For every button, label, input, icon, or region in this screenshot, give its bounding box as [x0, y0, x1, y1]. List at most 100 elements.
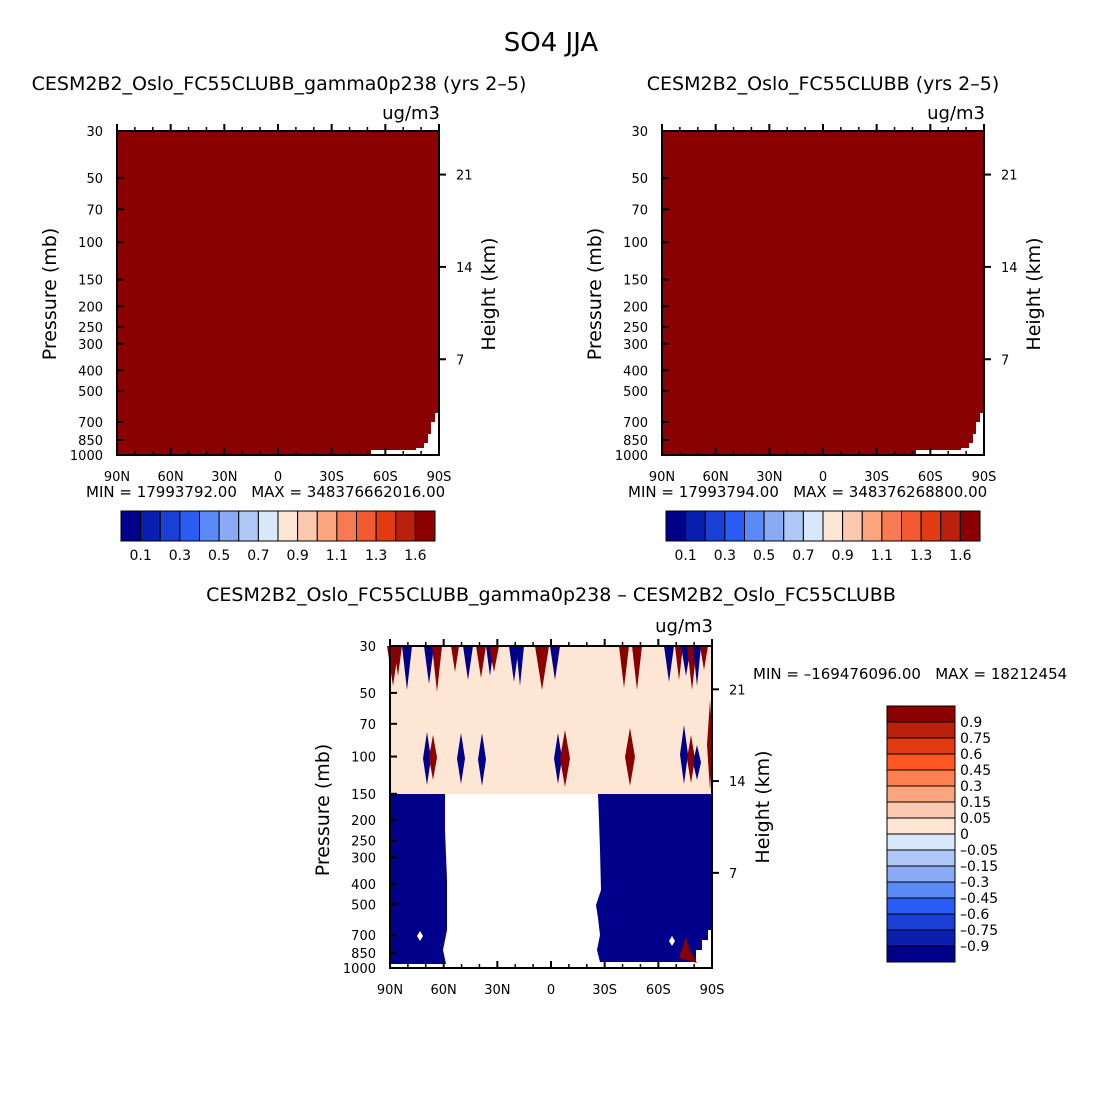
panel-diff-units: ug/m3 — [655, 616, 713, 637]
y-right-tick-label: 7 — [1001, 353, 1009, 368]
panel-right-title: CESM2B2_Oslo_FC55CLUBB (yrs 2–5) — [647, 73, 999, 95]
colorbar-label: 1.1 — [871, 548, 893, 564]
y-tick-label: 400 — [78, 364, 103, 379]
x-tick-label: 60N — [158, 470, 184, 485]
diff-negative-spike — [509, 646, 519, 682]
colorbar-label: 0.3 — [960, 779, 982, 795]
panel-right-ylabel: Pressure (mb) — [584, 228, 606, 361]
diff-positive-lens — [687, 735, 695, 783]
panel-left-ylabel: Pressure (mb) — [39, 228, 61, 361]
y-tick-label: 30 — [359, 640, 376, 655]
y-tick-label: 300 — [623, 338, 648, 353]
diff-gap — [669, 936, 675, 946]
y-tick-label: 300 — [351, 851, 376, 866]
diff-positive-spike — [700, 646, 708, 670]
colorbar-swatch — [886, 705, 956, 723]
colorbar-label: 0.7 — [247, 548, 269, 564]
diff-positive-lens — [625, 728, 635, 786]
diff-negative-spike — [516, 646, 524, 686]
x-tick-label: 30S — [864, 470, 889, 485]
diff-positive-spike — [476, 646, 486, 678]
panel-left: CESM2B2_Oslo_FC55CLUBB_gamma0p238 (yrs 2… — [32, 73, 527, 564]
y-tick-label: 150 — [78, 274, 103, 289]
panel-diff-xaxis: 90N 60N 30N 0 30S 60S 90S — [377, 639, 724, 998]
colorbar-swatch — [886, 945, 956, 963]
diff-positive-feature — [679, 937, 697, 963]
colorbar-label: 0.9 — [831, 548, 853, 564]
colorbar-swatch — [940, 510, 961, 542]
panel-right-stats: MIN = 17993794.00 MAX = 348376268800.00 — [628, 483, 987, 501]
y-tick-label: 400 — [351, 878, 376, 893]
diff-positive-lens — [560, 730, 570, 787]
panel-left-title: CESM2B2_Oslo_FC55CLUBB_gamma0p238 (yrs 2… — [32, 73, 527, 95]
y-tick-label: 700 — [623, 416, 648, 431]
y-tick-label: 100 — [78, 236, 103, 251]
diff-positive-lens — [429, 735, 437, 780]
diff-positive-spike — [489, 646, 499, 672]
colorbar-swatch — [724, 510, 745, 542]
colorbar-label: 1.3 — [910, 548, 932, 564]
colorbar-swatch — [120, 510, 142, 542]
colorbar-label: 0.1 — [674, 548, 696, 564]
x-tick-label: 60N — [431, 983, 457, 998]
x-tick-label: 90N — [377, 983, 403, 998]
diff-negative-spike — [424, 646, 434, 684]
y-tick-label: 30 — [631, 125, 648, 140]
diff-positive-spike — [451, 646, 459, 672]
colorbar-swatch — [881, 510, 902, 542]
colorbar-swatch — [218, 510, 240, 542]
colorbar-label: 1.3 — [365, 548, 387, 564]
colorbar-swatch — [414, 510, 436, 542]
colorbar-swatch — [886, 801, 956, 819]
diff-positive-spike — [632, 646, 642, 690]
diff-gap — [417, 931, 423, 941]
y-tick-label: 150 — [623, 274, 648, 289]
y-tick-label: 700 — [351, 929, 376, 944]
y-tick-label: 1000 — [343, 962, 376, 977]
x-tick-label: 30N — [484, 983, 510, 998]
y-tick-label: 1000 — [70, 449, 103, 464]
colorbar-label: 0.3 — [169, 548, 191, 564]
panel-diff-stats: MIN = –169476096.00 MAX = 18212454 — [753, 665, 1067, 683]
diff-negative-spike — [664, 646, 674, 682]
colorbar-swatch — [886, 897, 956, 915]
colorbar-swatch — [297, 510, 318, 542]
diff-negative-spike — [402, 646, 412, 690]
y-tick-label: 1000 — [615, 449, 648, 464]
panel-diff-background — [390, 646, 712, 794]
y-tick-label: 500 — [78, 385, 103, 400]
diff-positive-spike — [535, 646, 549, 690]
colorbar-label: –0.3 — [960, 875, 989, 891]
diff-positive-spike — [675, 646, 683, 680]
diff-negative-lens — [554, 733, 562, 784]
colorbar-swatch — [920, 510, 942, 542]
colorbar-swatch — [886, 849, 956, 867]
colorbar-swatch — [199, 510, 220, 542]
y-tick-label: 400 — [623, 364, 648, 379]
colorbar-swatch — [356, 510, 377, 542]
colorbar-label: 1.6 — [949, 548, 971, 564]
y-tick-label: 70 — [631, 203, 648, 218]
panel-diff-title: CESM2B2_Oslo_FC55CLUBB_gamma0p238 – CESM… — [206, 584, 896, 606]
panel-diff-yaxis-right: 21 14 7 — [712, 683, 746, 882]
x-tick-label: 90N — [104, 470, 130, 485]
colorbar-swatch — [685, 510, 706, 542]
colorbar-swatch — [886, 929, 956, 947]
y-tick-label: 70 — [359, 718, 376, 733]
panel-right-yaxis-right: 21 14 7 — [984, 169, 1018, 368]
colorbar-swatch — [375, 510, 397, 542]
y-tick-label: 850 — [78, 434, 103, 449]
colorbar-swatch — [886, 865, 956, 883]
y-tick-label: 250 — [351, 835, 376, 850]
colorbar-label: –0.15 — [960, 859, 998, 875]
colorbar-swatch — [886, 769, 956, 787]
colorbar-label: 1.1 — [326, 548, 348, 564]
colorbar-swatch — [238, 510, 259, 542]
y-tick-label: 700 — [78, 416, 103, 431]
colorbar-swatch — [802, 510, 824, 542]
colorbar-label: –0.9 — [960, 939, 989, 955]
diff-negative-spike — [463, 646, 473, 680]
y-right-tick-label: 21 — [1001, 169, 1018, 184]
x-tick-label: 30N — [756, 470, 782, 485]
